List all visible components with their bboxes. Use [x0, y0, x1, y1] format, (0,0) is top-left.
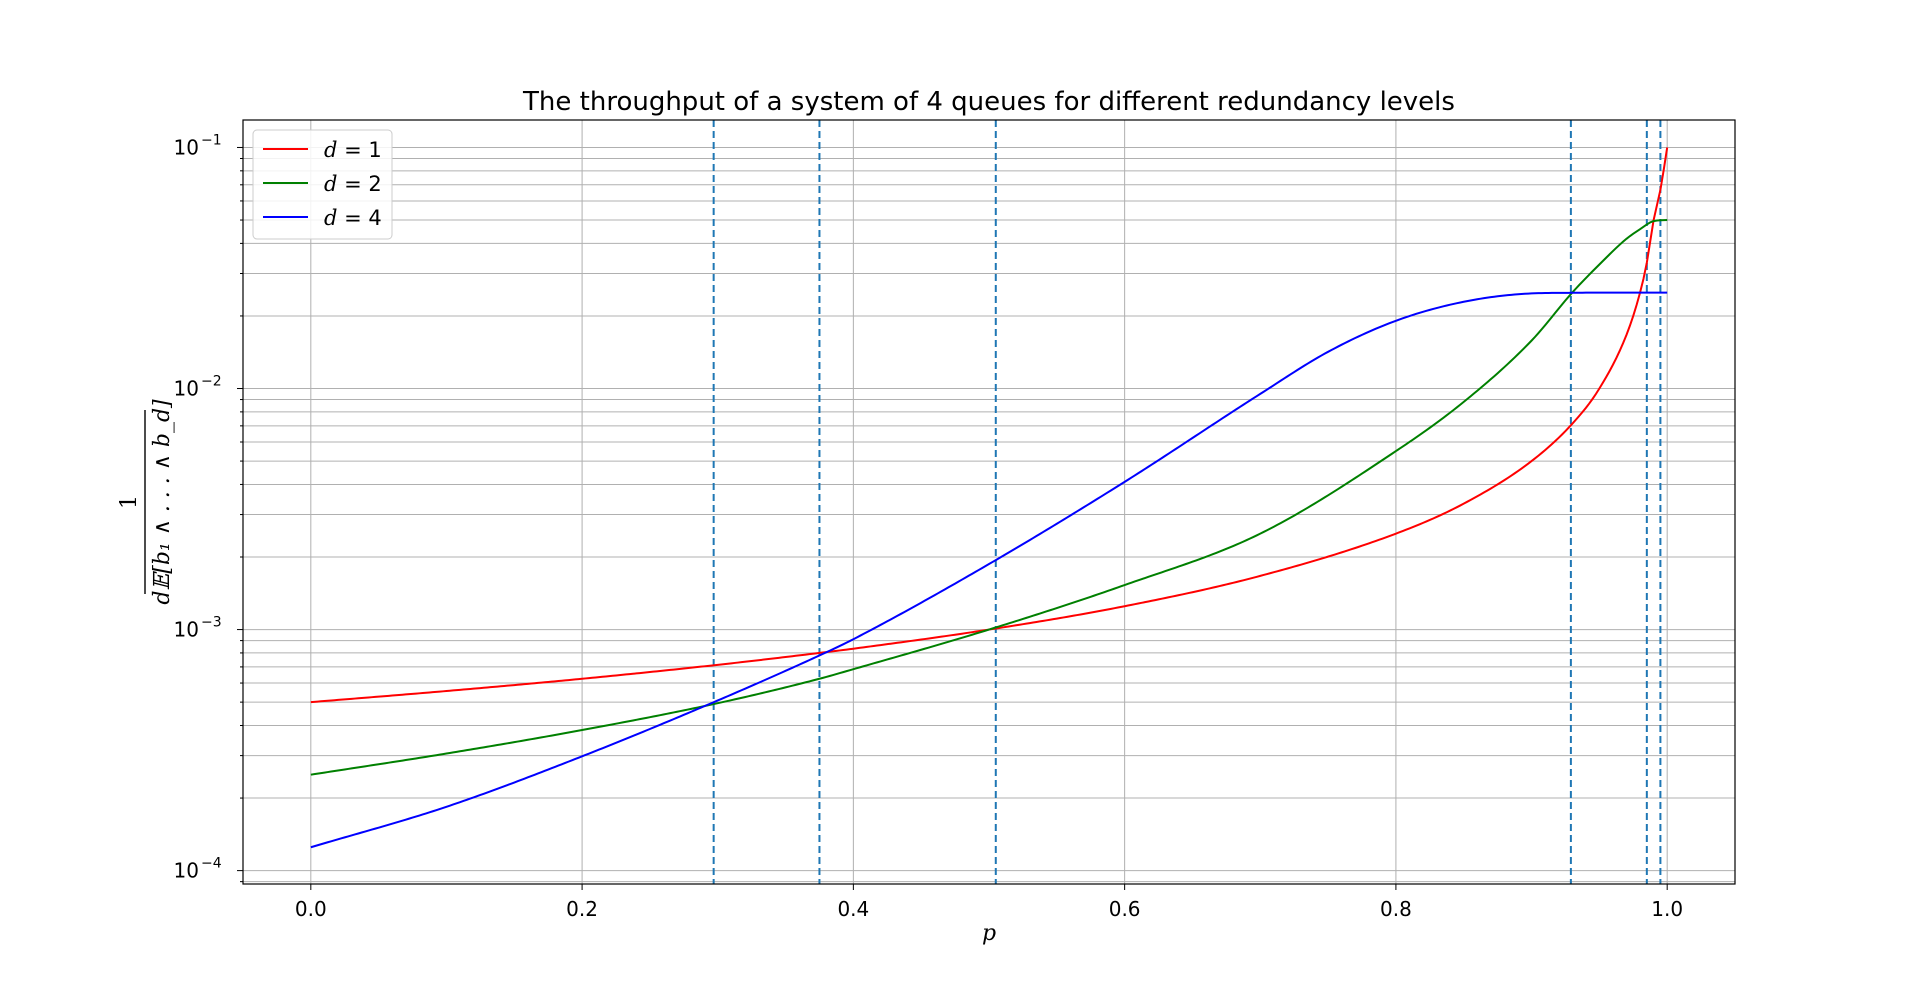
x-tick-label: 0.2 — [566, 897, 598, 921]
data-series — [310, 147, 1669, 849]
y-axis-label-denominator: d𝔼[b₁ ∧ . . . ∧ b_d] — [150, 399, 175, 605]
legend: d = 1 d = 2 d = 4 — [252, 129, 393, 240]
y-axis-label: 1 d𝔼[b₁ ∧ . . . ∧ b_d] — [117, 399, 175, 605]
x-axis-label: p — [982, 921, 996, 946]
x-axis-ticks: 0.0 0.2 0.4 0.6 0.8 1.0 — [295, 884, 1683, 921]
x-tick-label: 1.0 — [1651, 897, 1683, 921]
legend-label-d2: d = 2 — [324, 172, 382, 196]
y-axis-ticks: 10−410−310−210−1 — [174, 132, 243, 883]
y-tick-label: 10 — [174, 135, 199, 159]
legend-box — [252, 129, 393, 240]
y-tick-label: 10 — [174, 859, 199, 883]
legend-label-d4: d = 4 — [324, 206, 382, 230]
grid-lines — [243, 120, 1735, 884]
x-tick-label: 0.0 — [295, 897, 327, 921]
vertical-marker-lines — [712, 120, 1662, 884]
y-tick-label-exponent: −2 — [201, 374, 222, 390]
chart-title: The throughput of a system of 4 queues f… — [522, 87, 1455, 117]
y-tick-label-exponent: −1 — [201, 132, 222, 148]
y-tick-label: 10 — [174, 618, 199, 642]
x-tick-label: 0.8 — [1380, 897, 1412, 921]
y-tick-label: 10 — [174, 377, 199, 401]
x-tick-label: 0.6 — [1109, 897, 1141, 921]
x-tick-label: 0.4 — [837, 897, 869, 921]
y-tick-label-exponent: −4 — [201, 856, 222, 872]
plot-area-frame — [242, 119, 1736, 885]
series-line-d2 — [310, 219, 1668, 776]
y-axis-label-numerator: 1 — [117, 495, 142, 509]
series-line-d4 — [310, 291, 1668, 849]
legend-label-d1: d = 1 — [324, 138, 382, 162]
y-tick-label-exponent: −3 — [201, 615, 222, 631]
